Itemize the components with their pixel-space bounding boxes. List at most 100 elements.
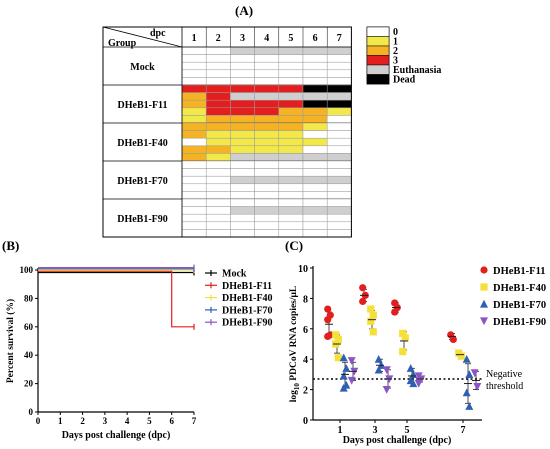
legend-label: DHeB1-F70 [493,300,546,311]
heatmap-cell [181,77,207,86]
data-point-dheb1-f70 [465,370,474,378]
group-name: DHeB1-F11 [118,100,168,111]
heatmap-cell [326,54,352,63]
heatmap-table: dpc Group 1 2 3 4 5 6 7 Mock DHeB1-F11 DHeB1-F40 DHe… [102,26,352,238]
heatmap-cell [254,221,280,230]
heatmap-cell [278,221,304,230]
day-header: 6 [313,33,318,44]
heatmap-cell [181,92,207,101]
data-point-dheb1-f70 [374,355,383,363]
x-axis-title: Days post challenge (dpc) [62,430,171,441]
group-name: DHeB1-F40 [117,138,168,149]
heatmap-cell [230,198,255,207]
y-axis-title: Percent survival (%) [5,299,16,383]
heatmap-cell [181,46,207,55]
y-axis-title: log10 PDCoV RNA copies/μL [289,286,301,402]
day-header: 3 [240,33,245,44]
heatmap-cell [278,54,304,63]
heatmap-cell [326,153,352,162]
x-axis-title: Days post challenge (dpc) [343,435,452,446]
heatmap-cell [254,122,280,131]
legend-swatch [366,74,390,85]
heatmap-cell [278,191,304,200]
x-tick-label: 0 [36,416,41,426]
heatmap-cell [205,122,231,131]
heatmap-cell [278,46,304,55]
day-header: 2 [216,33,221,44]
x-tick-label: 5 [405,425,410,436]
data-point-dheb1-f70 [409,379,418,388]
heatmap-cell [205,206,231,215]
header-diagonal [102,26,183,48]
heatmap-cell [254,206,280,215]
y-tick-label: 6 [303,325,308,336]
x-tick-label: 7 [461,425,466,436]
data-point-dheb1-f70 [342,364,351,372]
data-point-dheb1-f11 [324,332,332,340]
data-point-dheb1-f70 [339,383,348,392]
heatmap-cell [230,84,255,93]
heatmap-cell [326,160,352,169]
heatmap-cell [278,84,304,93]
heatmap-cell [278,183,304,192]
heatmap-cell [302,69,328,78]
heatmap-cell [326,69,352,78]
heatmap-cell [302,183,328,192]
heatmap-cell [230,107,255,116]
heatmap-cell [302,198,328,207]
heatmap-cell [278,168,304,177]
heatmap-cell [278,61,304,71]
heatmap-cell [278,175,304,185]
heatmap-cell [326,206,352,215]
heatmap-cell [254,229,280,238]
heatmap-cell [181,130,207,139]
legend-label: Dead [393,75,416,86]
heatmap-cell [326,137,352,147]
x-tick-label: 6 [169,416,174,426]
heatmap-cell [230,153,255,162]
heatmap-cell [254,130,280,139]
heatmap-cell [278,145,304,154]
heatmap-cell [205,84,231,93]
heatmap-cell [205,54,231,63]
day-header: 1 [192,33,197,44]
heatmap-cell [302,137,328,147]
heatmap-cell [302,107,328,116]
data-point-dheb1-f11 [449,335,457,344]
heatmap-cell [326,84,352,93]
heatmap-cell [181,84,207,93]
heatmap-cell [181,160,207,169]
heatmap-cell [254,69,280,78]
heatmap-cell [205,168,231,177]
heatmap-cell [254,77,280,86]
heatmap-cell [181,175,207,185]
legend-label: DHeB1-F90 [493,317,546,328]
data-point-dheb1-f11 [391,308,399,316]
x-tick-label: 1 [58,416,63,426]
heatmap-cell [326,175,352,185]
y-axis-title-main: log [289,390,299,402]
heatmap-cell [278,213,304,223]
data-point-dheb1-f70 [339,353,348,362]
heatmap-cell [278,153,304,162]
heatmap-cell [302,115,328,124]
heatmap-cell [254,115,280,124]
heatmap-cell [254,191,280,200]
heatmap-cell [254,54,280,63]
survival-line-dheb1-f11 [38,270,194,328]
y-tick-label: 40 [24,350,34,360]
legend-label: DHeB1-F11 [222,281,272,292]
day-header: 5 [288,33,293,44]
heatmap-cell [302,191,328,200]
group-name: DHeB1-F70 [117,176,168,187]
heatmap-cell [230,46,255,55]
heatmap-cell [181,153,207,162]
heatmap-cell [181,145,207,154]
data-point-dheb1-f40 [399,329,407,337]
y-tick-label: 0 [303,416,308,427]
heatmap-cell [230,183,255,192]
